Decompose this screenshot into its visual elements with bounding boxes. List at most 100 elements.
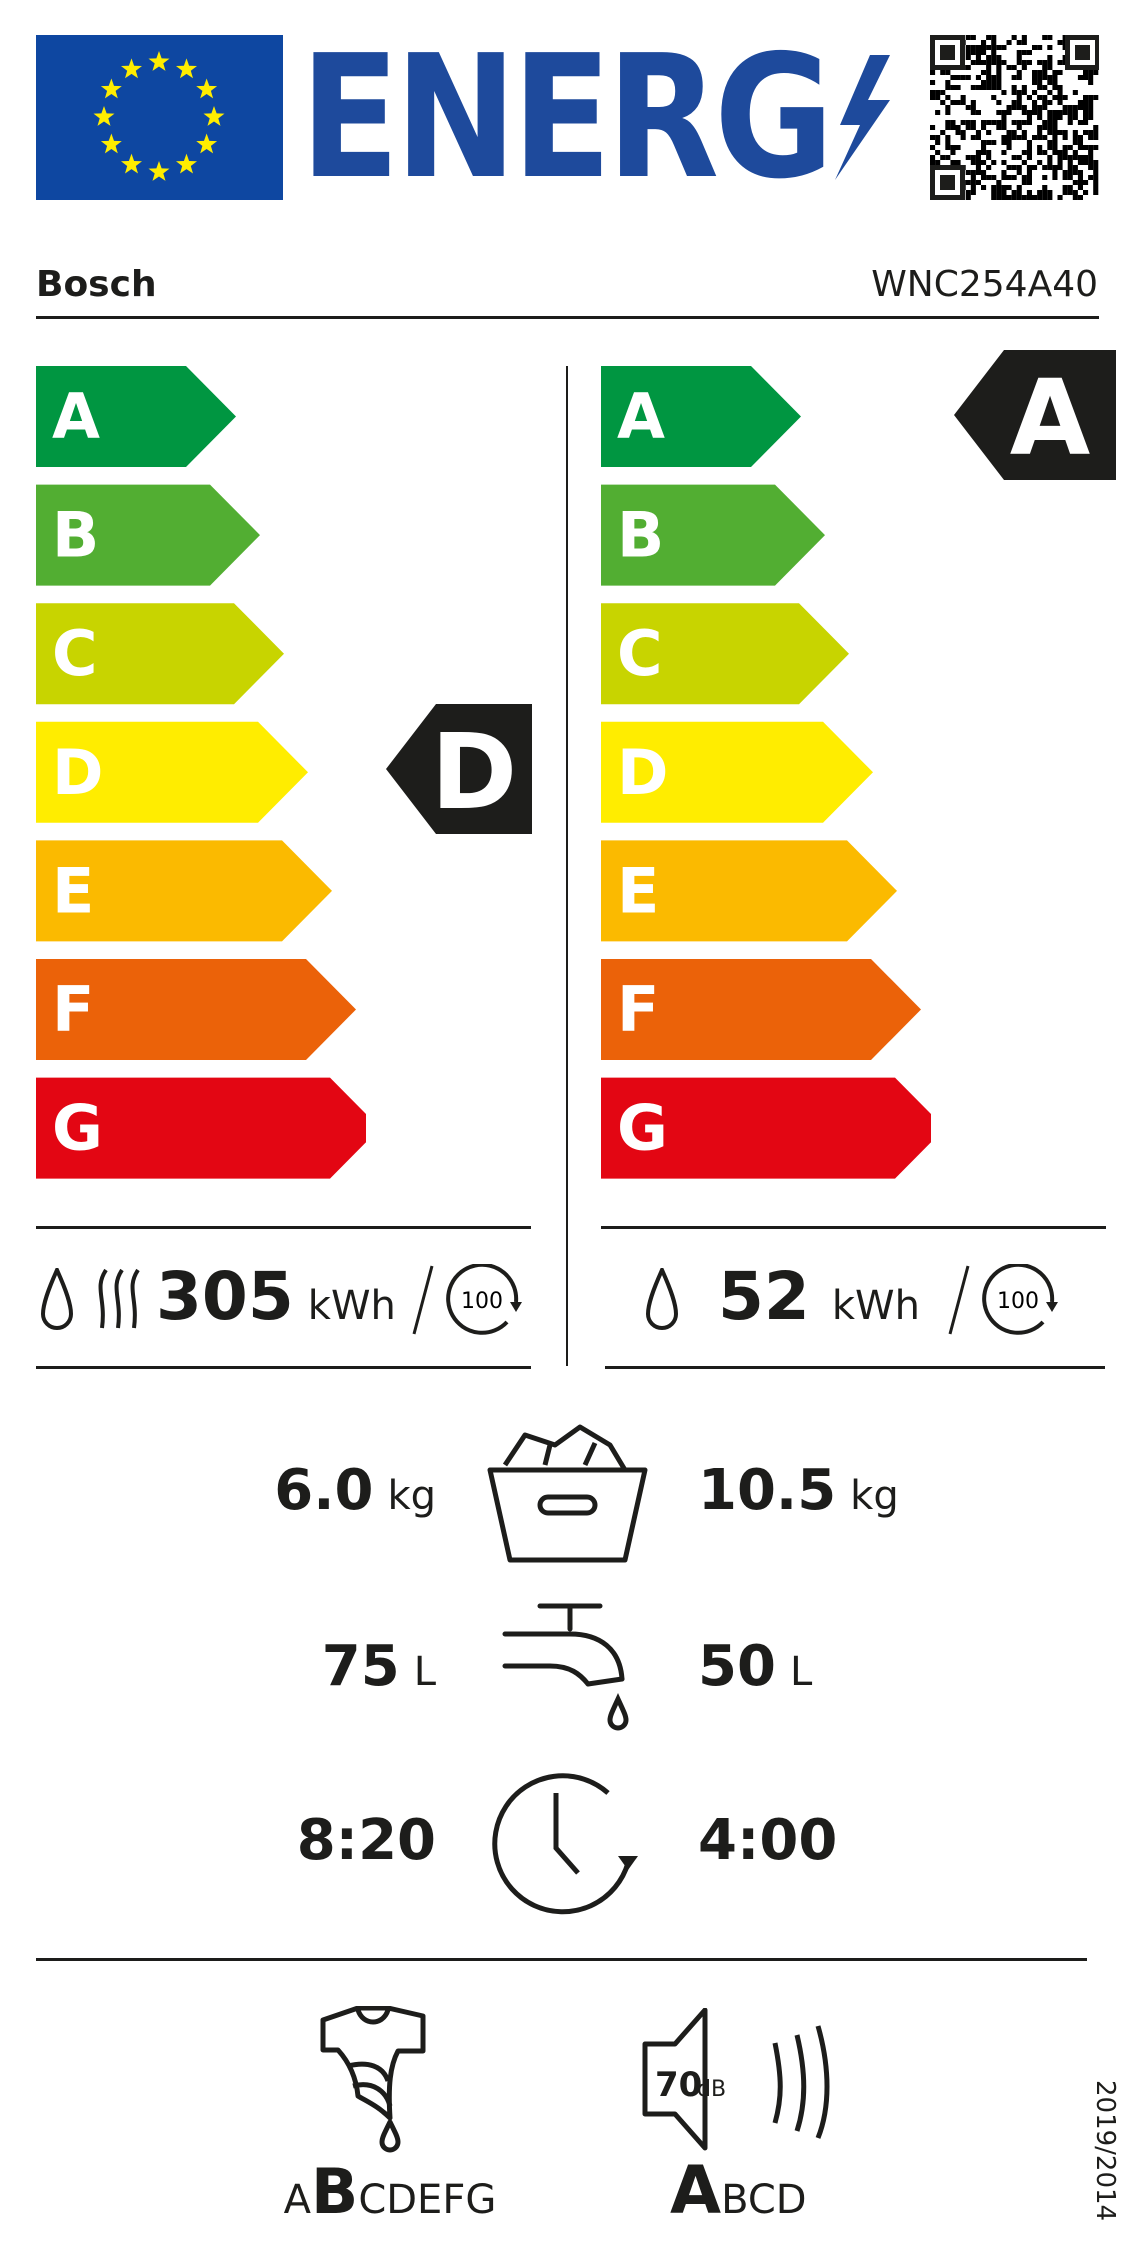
water-value: 50 [698, 1634, 776, 1699]
energy-class-bar-G: G [601, 1077, 931, 1179]
energy-class-letter: B [617, 499, 664, 572]
qr-code [930, 35, 1099, 200]
energy-class-bar-D: D [601, 721, 873, 823]
clock-icon [492, 1773, 638, 1915]
regulation-number: 2019/2014 [1090, 2080, 1120, 2222]
noise-class-scale: ABCD [670, 2152, 807, 2229]
energy-class-bar-F: F [36, 959, 356, 1060]
star-icon [148, 161, 170, 181]
star-icon [121, 153, 142, 174]
water-unit: L [413, 1649, 436, 1695]
class-indicator-wash: A [954, 350, 1116, 480]
energy-value: 52 [718, 1258, 810, 1335]
energy-value: 305 [156, 1258, 294, 1335]
energy-class-letter: F [52, 973, 94, 1046]
water-unit: L [789, 1649, 813, 1695]
energy-class-letter: E [52, 854, 94, 927]
energy-unit: kWh [831, 1283, 920, 1329]
energy-scale-wash-dry: ABCDEFG [36, 366, 366, 1179]
energy-class-bar-C: C [36, 603, 284, 705]
star-icon [196, 133, 218, 154]
duration-wash: 4:00 [698, 1808, 838, 1873]
laundry-basket-icon [487, 1424, 648, 1563]
noise-class-selected: A [670, 2152, 722, 2229]
noise-class-other: BCD [721, 2177, 807, 2223]
energy-unit: kWh [307, 1283, 396, 1329]
cycles-count: 100 [997, 1289, 1039, 1314]
capacity-value: 6.0 [274, 1458, 374, 1523]
energy-class-bar-A: A [601, 366, 801, 467]
supplier-name: Bosch [36, 264, 157, 305]
spin-class-selected: B [311, 2155, 359, 2228]
energy-class-letter: E [617, 854, 659, 927]
capacity-wash-dry: 6.0 kg [274, 1458, 436, 1523]
noise-unit: dB [697, 2077, 726, 2102]
cycles-count: 100 [461, 1289, 503, 1314]
star-icon [93, 106, 115, 126]
heat-waves-icon [98, 1268, 140, 1329]
energy-class-bar-E: E [36, 840, 332, 942]
energy-class-letter: A [52, 380, 100, 453]
lightning-icon [835, 55, 890, 180]
energy-class-bar-F: F [601, 959, 921, 1060]
capacity-wash: 10.5 kg [698, 1458, 899, 1523]
energy-class-letter: G [52, 1092, 103, 1165]
divider [605, 1366, 1105, 1369]
class-letter: A [1010, 357, 1091, 479]
capacity-unit: kg [387, 1473, 436, 1519]
star-icon [100, 133, 122, 154]
star-icon [121, 58, 142, 79]
spin-class-other: CDEFG [358, 2177, 497, 2223]
divider [36, 1226, 531, 1229]
energy-class-letter: A [617, 380, 665, 453]
energy-class-letter: D [617, 736, 668, 809]
water-wash-dry: 75 L [322, 1634, 436, 1699]
class-indicator-wash-dry: D [386, 704, 532, 834]
duration-wash-dry: 8:20 [296, 1808, 436, 1873]
star-icon [196, 78, 218, 99]
spin-drying-shirt-icon [320, 2006, 426, 2153]
energy-class-letter: F [617, 973, 659, 1046]
water-drop-icon [645, 1268, 679, 1330]
water-drop-icon [40, 1268, 74, 1330]
noise-value: 70 [655, 2065, 702, 2105]
energy-class-letter: C [52, 617, 98, 690]
energy-wash: 52 kWh [718, 1258, 920, 1335]
per-100-cycles-icon: 100 [412, 1264, 522, 1335]
energy-class-bar-A: A [36, 366, 236, 467]
vertical-divider [566, 366, 568, 1366]
energy-scale-wash: ABCDEFG [601, 366, 931, 1179]
water-value: 75 [321, 1634, 400, 1699]
energy-class-bar-G: G [36, 1077, 366, 1179]
divider [36, 1366, 531, 1369]
water-wash: 50 L [698, 1634, 812, 1699]
energy-class-bar-E: E [601, 840, 897, 942]
star-icon [100, 78, 122, 99]
class-letter: D [431, 711, 517, 833]
eu-flag-logo [36, 35, 283, 200]
energy-wash-dry: 305 kWh [156, 1258, 396, 1335]
divider [601, 1226, 1106, 1229]
energy-class-letter: C [617, 617, 663, 690]
star-icon [176, 58, 197, 79]
energy-class-letter: B [52, 499, 99, 572]
capacity-unit: kg [850, 1473, 899, 1519]
energy-class-bar-C: C [601, 603, 849, 705]
energy-class-bar-D: D [36, 721, 308, 823]
energy-logo-text: ENERG [300, 19, 834, 217]
noise-speaker-icon: 70 dB [642, 2008, 830, 2151]
star-icon [148, 51, 170, 71]
divider [36, 316, 1099, 319]
model-identifier: WNC254A40 [871, 264, 1098, 305]
capacity-value: 10.5 [698, 1458, 837, 1523]
per-100-cycles-icon: 100 [948, 1264, 1058, 1335]
water-tap-icon [502, 1603, 629, 1731]
energy-class-letter: D [52, 736, 103, 809]
spin-class-scale: ABCDEFG [280, 2155, 500, 2228]
energy-class-bar-B: B [36, 484, 260, 586]
energy-class-bar-B: B [601, 484, 825, 586]
star-icon [203, 106, 225, 126]
energy-class-letter: G [617, 1092, 668, 1165]
divider [36, 1958, 1087, 1961]
spin-class-other: A [283, 2177, 312, 2223]
